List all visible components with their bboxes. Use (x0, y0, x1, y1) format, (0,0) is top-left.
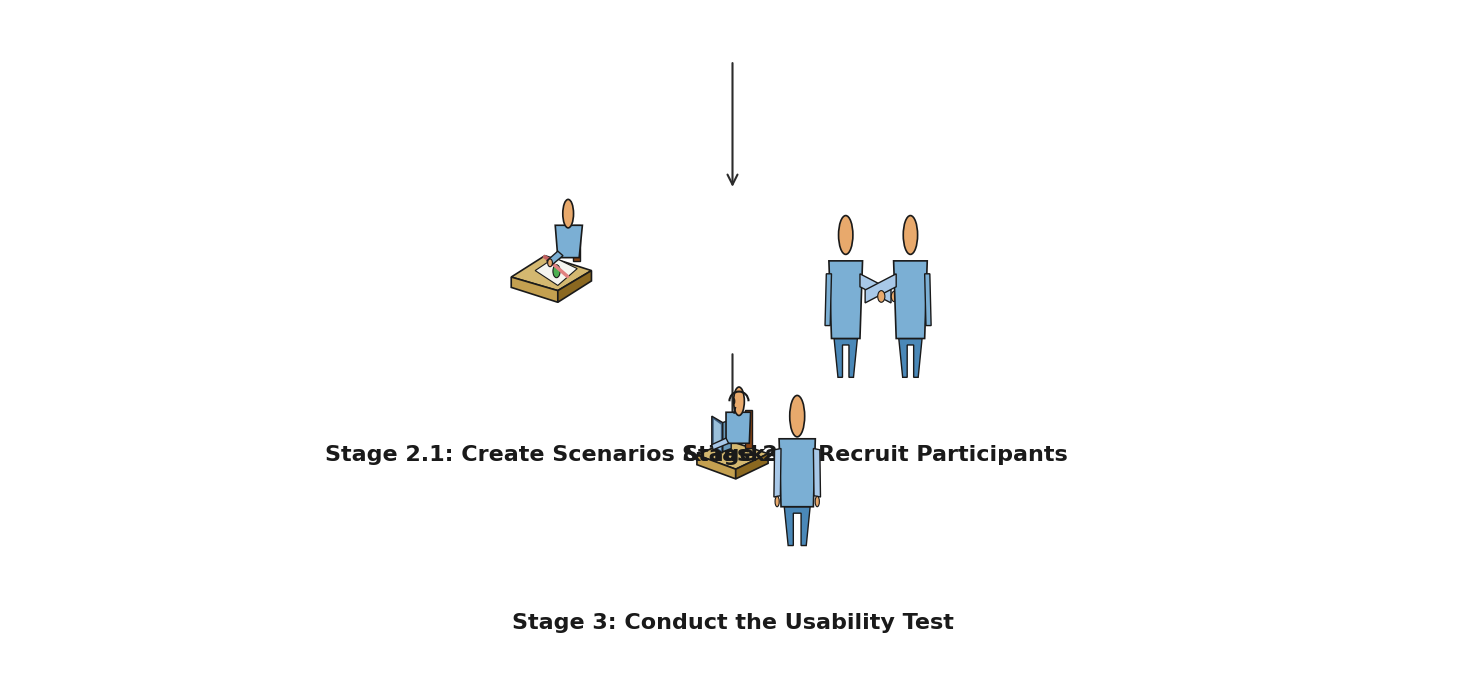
Polygon shape (713, 419, 721, 450)
Polygon shape (697, 441, 768, 469)
Ellipse shape (552, 265, 560, 278)
Polygon shape (779, 439, 816, 506)
Ellipse shape (904, 215, 917, 255)
Polygon shape (894, 261, 927, 338)
Polygon shape (722, 419, 731, 452)
Polygon shape (834, 338, 857, 377)
Polygon shape (900, 338, 921, 377)
Polygon shape (558, 271, 592, 302)
Polygon shape (860, 274, 891, 303)
Ellipse shape (790, 395, 804, 437)
Polygon shape (697, 455, 735, 479)
Polygon shape (555, 225, 583, 258)
Ellipse shape (838, 215, 853, 255)
Text: Stage 3: Conduct the Usability Test: Stage 3: Conduct the Usability Test (511, 613, 954, 633)
Ellipse shape (548, 259, 552, 267)
Polygon shape (746, 410, 752, 448)
Ellipse shape (891, 291, 897, 302)
Text: Stage 2.2: Recruit Participants: Stage 2.2: Recruit Participants (683, 445, 1068, 465)
Ellipse shape (563, 200, 573, 228)
Polygon shape (511, 277, 558, 302)
Polygon shape (735, 454, 768, 479)
Polygon shape (813, 448, 820, 497)
Ellipse shape (775, 496, 779, 506)
Polygon shape (546, 251, 563, 265)
Ellipse shape (878, 290, 885, 302)
Polygon shape (712, 416, 722, 453)
Polygon shape (784, 506, 810, 546)
Ellipse shape (815, 496, 819, 506)
Polygon shape (866, 274, 897, 303)
Polygon shape (727, 412, 750, 443)
Ellipse shape (732, 398, 735, 404)
Text: Stage 2.1: Create Scenarios & Tasks: Stage 2.1: Create Scenarios & Tasks (325, 445, 778, 465)
Polygon shape (535, 258, 577, 286)
Polygon shape (511, 256, 592, 290)
Polygon shape (924, 274, 932, 326)
Polygon shape (829, 261, 863, 338)
Polygon shape (774, 448, 781, 497)
Polygon shape (825, 274, 832, 326)
Polygon shape (712, 438, 728, 450)
Ellipse shape (734, 387, 744, 416)
Polygon shape (573, 225, 580, 261)
